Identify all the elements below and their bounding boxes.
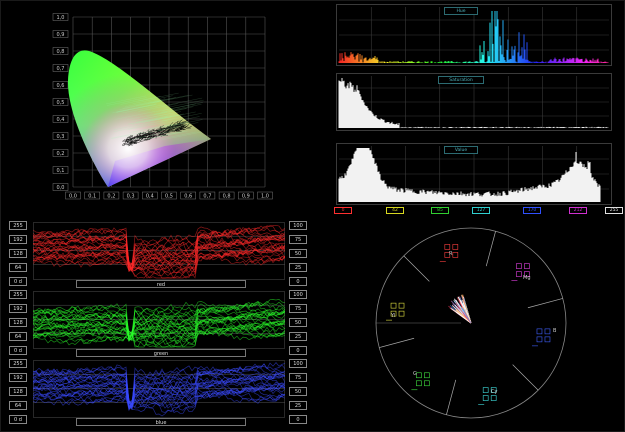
cie-x-tick-label: 0,5: [165, 193, 173, 199]
cie-x-tick-label: 1,0: [261, 193, 269, 199]
hue-scale-tick: 42: [386, 207, 404, 214]
rgb-parade-panel: 255 192 128 64 0 d 100 75 50 25 0 red 255 192 128 64 0 …: [9, 221, 309, 427]
cie-y-tick-label: 0,4: [57, 117, 65, 123]
vectorscope-axis-label: G: [413, 371, 417, 377]
cie-y-tick-label: 1,0: [57, 15, 65, 21]
waveform-left-scale-label: 192: [9, 235, 27, 244]
cie-y-tick-label: 0,8: [57, 49, 65, 55]
cie-x-tick-label: 0,6: [184, 193, 192, 199]
waveform-right-scale-label: 0: [289, 415, 307, 424]
saturation-histogram: [338, 76, 609, 128]
cie-x-tick-label: 0,7: [203, 193, 211, 199]
cie-y-tick-label: 0,3: [57, 134, 65, 140]
waveform-right-scale-label: 75: [289, 235, 307, 244]
vectorscope-axis-label: B: [553, 328, 557, 334]
cie-diagram: 1,0 0,0 0,9 0,1 0,8 0,2 0,7 0,3 0,6 0,4 0,5 0,5 0,4 0…: [52, 13, 273, 199]
cie-x-tick-label: 0,8: [223, 193, 231, 199]
waveform-right-scale-label: 100: [289, 290, 307, 299]
waveform-green: [33, 291, 285, 349]
waveform-right-scale-label: 50: [289, 249, 307, 258]
hue-histogram: [338, 7, 609, 63]
cie-y-tick-label: 0,7: [57, 66, 65, 72]
waveform-right-scale-label: 75: [289, 304, 307, 313]
waveform-left-scale-label: 64: [9, 332, 27, 341]
cie-y-tick-label: 0,2: [57, 151, 65, 157]
value-histogram-label: Value: [444, 146, 478, 154]
waveform-blue: [33, 360, 285, 418]
waveform-right-scale-label: 0: [289, 346, 307, 355]
cie-x-tick-label: 0,0: [69, 193, 77, 199]
cie-x-tick-label: 0,1: [88, 193, 96, 199]
waveform-channel-label: red: [76, 280, 246, 288]
waveform-left-scale-label: 0 d: [9, 346, 27, 355]
vectorscope-axis-label: Yl: [390, 313, 395, 319]
waveform-left-scale-label: 255: [9, 359, 27, 368]
hue-scale-tick: 0: [334, 207, 352, 214]
cie-x-tick-label: 0,9: [242, 193, 250, 199]
vectorscope-axis-label: Cy: [491, 389, 497, 395]
waveform-left-scale-label: 255: [9, 221, 27, 230]
cie-chromaticity-panel: 1,0 0,0 0,9 0,1 0,8 0,2 0,7 0,3 0,6 0,4 0,5 0,5 0,4 0…: [45, 11, 275, 207]
cie-y-tick-label: 0,0: [57, 185, 65, 191]
cie-y-tick-label: 0,9: [57, 32, 65, 38]
vectorscope-axis-label: Mg: [523, 275, 531, 281]
cie-horseshoe: [67, 50, 212, 187]
waveform-left-scale-label: 64: [9, 263, 27, 272]
waveform-channel-label: green: [76, 349, 246, 357]
cie-y-tick-label: 0,5: [57, 100, 65, 106]
hue-scale-tick: 127: [472, 207, 490, 214]
waveform-left-scale-label: 192: [9, 304, 27, 313]
waveform-left-scale-label: 0 d: [9, 415, 27, 424]
cie-x-tick-label: 0,4: [146, 193, 154, 199]
cie-gamut-plot: [106, 92, 204, 147]
saturation-histogram-label: Saturation: [438, 76, 484, 84]
waveform-right-scale-label: 50: [289, 318, 307, 327]
waveform-right-scale-label: 0: [289, 277, 307, 286]
hue-scale-tick: 255: [605, 207, 623, 214]
cie-y-tick-label: 0,1: [57, 168, 65, 174]
value-histogram: [338, 146, 609, 202]
waveform-channel-label: blue: [76, 418, 246, 426]
waveform-left-scale-label: 128: [9, 249, 27, 258]
waveform-right-scale-label: 100: [289, 221, 307, 230]
vectorscope-panel: R Mg B Cy G Yl: [331, 217, 613, 429]
waveform-left-scale-label: 64: [9, 401, 27, 410]
hue-histogram-label: Hue: [444, 7, 478, 15]
hue-scale-tick: 85: [431, 207, 449, 214]
waveform-left-scale-label: 128: [9, 387, 27, 396]
waveform-red: [33, 222, 285, 280]
waveform-right-scale-label: 100: [289, 359, 307, 368]
vectorscope: R Mg B Cy G Yl: [375, 227, 567, 419]
waveform-right-scale-label: 25: [289, 263, 307, 272]
cie-x-tick-label: 0,3: [127, 193, 135, 199]
waveform-left-scale-label: 0 d: [9, 277, 27, 286]
waveform-left-scale-label: 255: [9, 290, 27, 299]
cie-y-tick-label: 0,6: [57, 83, 65, 89]
waveform-right-scale-label: 75: [289, 373, 307, 382]
hue-scale-tick: 170: [523, 207, 541, 214]
waveform-left-scale-label: 192: [9, 373, 27, 382]
waveform-right-scale-label: 25: [289, 332, 307, 341]
vectorscope-axis-label: R: [449, 251, 453, 257]
hue-scale-tick: 212: [569, 207, 587, 214]
waveform-left-scale-label: 128: [9, 318, 27, 327]
cie-x-tick-label: 0,2: [107, 193, 115, 199]
waveform-right-scale-label: 50: [289, 387, 307, 396]
waveform-right-scale-label: 25: [289, 401, 307, 410]
